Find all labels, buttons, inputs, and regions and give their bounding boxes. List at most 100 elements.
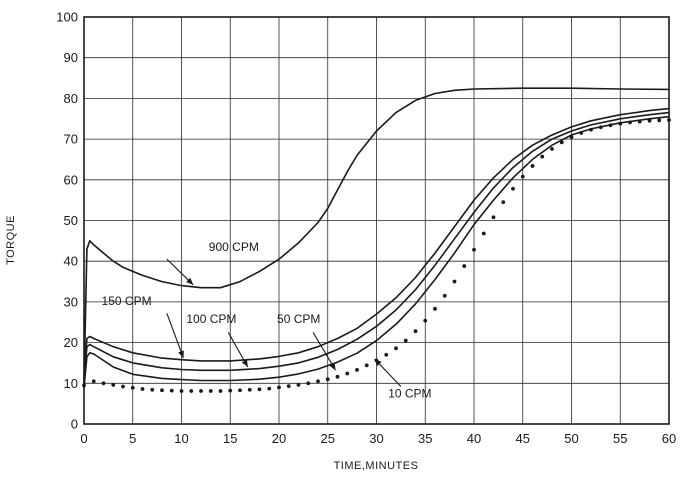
x-tick-label: 5 <box>129 431 136 446</box>
x-tick-label: 50 <box>564 431 578 446</box>
x-axis-title: TIME,MINUTES <box>334 460 419 472</box>
series-10-cpm-point <box>345 371 350 376</box>
label-10-cpm: 10 CPM <box>388 387 431 401</box>
arrowhead-900-cpm <box>186 277 194 285</box>
y-tick-label: 70 <box>64 132 78 147</box>
series-10-cpm-point <box>530 164 535 168</box>
y-tick-label: 50 <box>64 213 78 228</box>
series-150-cpm-line <box>83 107 670 380</box>
series-10-cpm-point <box>160 388 164 393</box>
series-10-cpm-point <box>335 374 340 379</box>
series-10-cpm-point <box>394 346 398 351</box>
x-tick-label: 45 <box>516 431 530 446</box>
series-10-cpm-point <box>569 135 574 139</box>
y-tick-label: 60 <box>64 172 78 187</box>
series-10-cpm-point <box>511 186 515 191</box>
x-tick-label: 0 <box>80 431 87 446</box>
series-10-cpm-point <box>121 384 125 389</box>
series-10-cpm-point <box>413 329 418 334</box>
series-10-cpm-point <box>91 379 96 384</box>
x-tick-label: 55 <box>613 431 627 446</box>
series-10-cpm-point <box>364 363 369 368</box>
series-10-cpm-point <box>423 318 428 323</box>
series-10-cpm-point <box>199 389 203 393</box>
series-10-cpm-point <box>150 387 155 392</box>
series-10-cpm-point <box>218 389 223 393</box>
series-10-cpm-point <box>296 383 301 387</box>
series-10-cpm-point <box>520 174 525 179</box>
series-10-cpm-point <box>540 154 545 159</box>
series-10-cpm-point <box>550 146 554 151</box>
x-tick-label: 40 <box>467 431 481 446</box>
series-10-cpm-point <box>579 131 584 135</box>
series-10-cpm-point <box>589 127 593 132</box>
series-10-cpm-point <box>101 381 106 386</box>
x-tick-label: 10 <box>174 431 188 446</box>
label-50-cpm: 50 CPM <box>277 312 320 326</box>
arrowhead-50-cpm <box>329 362 336 371</box>
leader-50-cpm <box>312 332 337 371</box>
y-axis-title: TORQUE <box>5 215 17 265</box>
series-10-cpm-point <box>637 119 642 124</box>
arrowhead-100-cpm <box>241 359 248 368</box>
series-10-cpm-point <box>179 389 184 393</box>
series-10-cpm-point <box>247 387 252 392</box>
series-10-cpm-point <box>403 338 408 343</box>
series-10-cpm-point <box>442 293 447 298</box>
y-tick-label: 10 <box>64 376 78 391</box>
x-tick-label: 35 <box>418 431 432 446</box>
series-10-cpm <box>82 118 671 393</box>
series-10-cpm-point <box>608 123 613 128</box>
series-10-cpm-point <box>325 377 330 382</box>
plot-frame <box>83 16 670 425</box>
arrowhead-10-cpm <box>374 358 382 367</box>
y-tick-label: 80 <box>64 91 78 106</box>
series-10-cpm-point <box>462 264 467 268</box>
series-10-cpm-point <box>647 118 652 123</box>
series-10-cpm-point <box>228 388 233 393</box>
series-10-cpm-point <box>481 231 486 236</box>
series-10-cpm-point <box>306 381 311 386</box>
series-10-cpm-point <box>169 388 174 393</box>
leader-150-cpm <box>166 313 184 359</box>
series-50-cpm-line <box>83 115 670 389</box>
x-tick-label: 15 <box>223 431 237 446</box>
series-10-cpm-point <box>559 140 564 145</box>
series-10-cpm-point <box>452 279 457 284</box>
series-10-cpm-point <box>433 306 437 311</box>
y-tick-label: 40 <box>64 254 78 269</box>
series-10-cpm-point <box>267 386 272 391</box>
x-tick-label: 20 <box>272 431 286 446</box>
series-10-cpm-point <box>598 125 603 130</box>
x-tick-label: 60 <box>662 431 676 446</box>
y-tick-labels: 0 10 20 30 40 50 60 70 80 90 100 <box>56 10 78 432</box>
series-10-cpm-point <box>238 388 242 393</box>
series-10-cpm-point <box>618 121 623 126</box>
y-tick-label: 30 <box>64 294 78 309</box>
x-tick-labels: 0 5 10 15 20 25 30 35 40 45 50 55 60 <box>80 431 676 446</box>
series-10-cpm-point <box>130 385 135 390</box>
series-10-cpm-point <box>384 352 389 357</box>
label-900-cpm: 900 CPM <box>209 240 259 254</box>
series-10-cpm-point <box>208 389 213 393</box>
series-10-cpm-point <box>257 387 262 392</box>
series-10-cpm-point <box>316 379 320 384</box>
annotations-group: 900 CPM 150 CPM 100 CPM 50 CPM 10 CPM <box>102 240 432 401</box>
label-100-cpm: 100 CPM <box>186 312 236 326</box>
series-10-cpm-point <box>501 200 506 205</box>
series-10-cpm-point <box>140 387 145 391</box>
series-group <box>82 87 671 393</box>
series-900-cpm-line <box>83 87 670 385</box>
series-10-cpm-point <box>277 385 281 390</box>
series-100-cpm-line <box>83 111 670 385</box>
series-10-cpm-point <box>82 383 86 388</box>
y-tick-label: 100 <box>56 10 78 25</box>
series-10-cpm-point <box>189 389 194 393</box>
y-tick-label: 90 <box>64 50 78 65</box>
series-10-cpm-point <box>472 247 476 252</box>
series-10-cpm-point <box>628 120 632 125</box>
series-10-cpm-point <box>657 118 662 123</box>
y-tick-label: 0 <box>71 417 78 432</box>
x-tick-label: 30 <box>369 431 383 446</box>
